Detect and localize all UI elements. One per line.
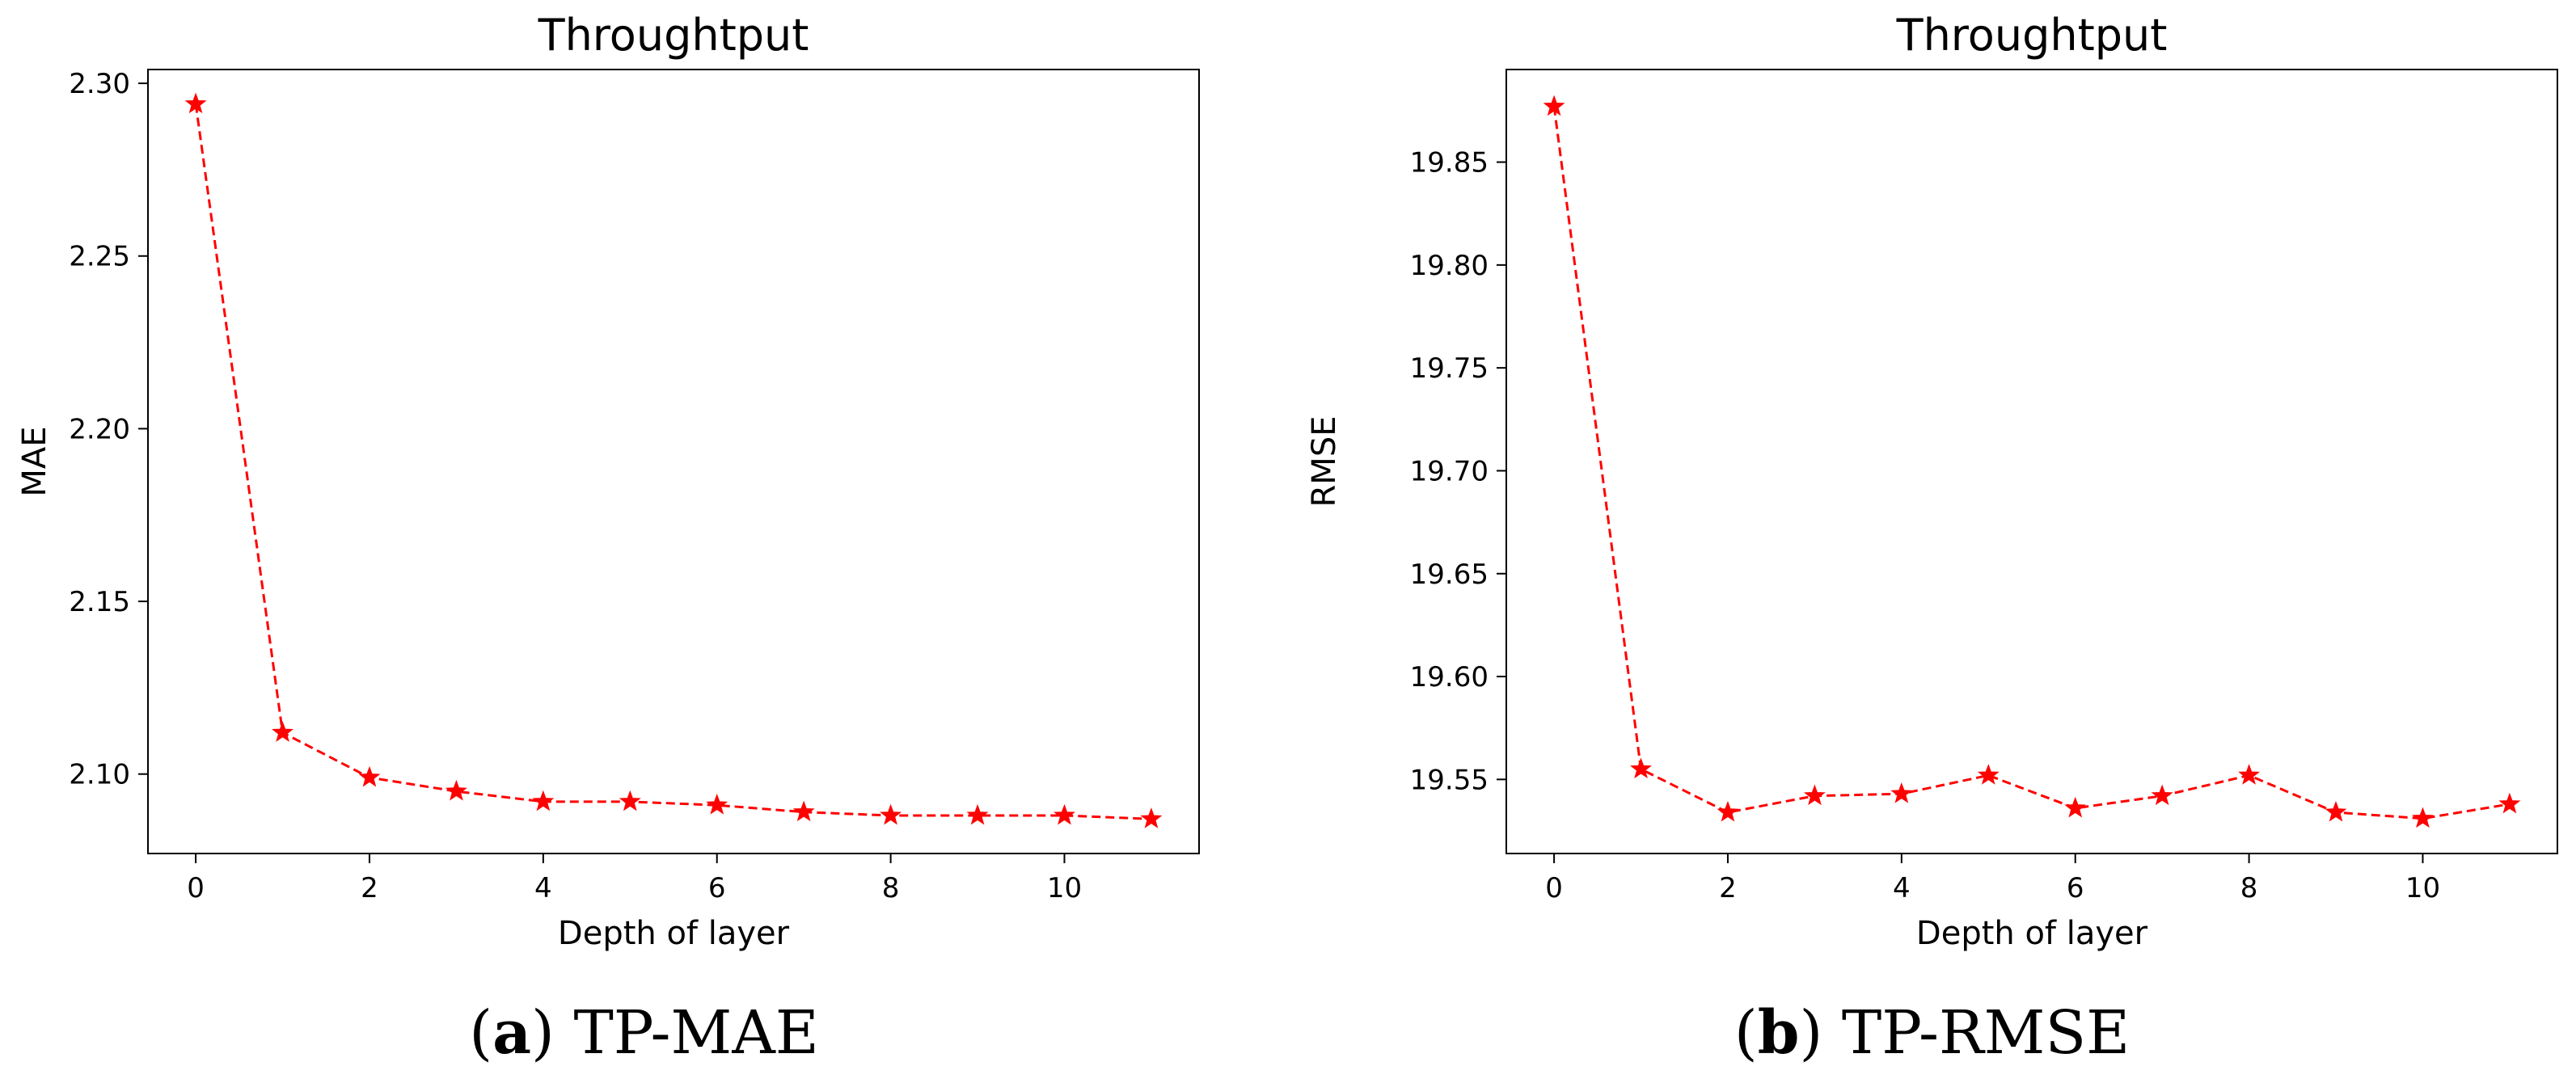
y-tick-label-b: 19.60 [1410, 661, 1489, 693]
data-point-a [1054, 803, 1075, 825]
y-tick-label-b: 19.55 [1410, 764, 1489, 796]
data-point-a [966, 803, 989, 825]
x-tick-label-a: 10 [1047, 872, 1082, 904]
data-point-b [2325, 800, 2347, 822]
x-tick-label-b: 6 [2067, 872, 2084, 904]
data-point-b [1630, 757, 1652, 779]
y-tick-label-a: 2.15 [69, 586, 130, 618]
data-point-a [532, 790, 555, 811]
caption-b: (b) TP-RMSE [1734, 998, 2130, 1068]
chart-svg-a: Throughtput 0 2 4 6 8 10 2.10 2.15 2.20 2.25 2.30 De… [16, 10, 1200, 952]
data-point-a [272, 721, 293, 742]
x-tick-label-b: 10 [2405, 872, 2440, 904]
chart-panel-a: Throughtput 0 2 4 6 8 10 2.10 2.15 2.20 2.25 2.30 De… [16, 10, 1200, 1068]
x-tick-label-b: 8 [2240, 872, 2258, 904]
chart-title-a: Throughtput [538, 10, 809, 61]
y-tick-label-b: 19.65 [1410, 558, 1489, 591]
caption-a: (a) TP-MAE [469, 998, 819, 1068]
caption-a-text: TP-MAE [573, 998, 819, 1068]
series-line-a [194, 103, 1151, 820]
plot-frame-b [1505, 69, 2558, 854]
data-point-a [445, 779, 467, 801]
x-axis-label-b: Depth of layer [1916, 915, 2148, 952]
data-point-a [358, 765, 381, 787]
data-point-b [2498, 792, 2521, 814]
y-tick-label-a: 2.30 [69, 68, 130, 100]
chart-title-b: Throughtput [1896, 10, 2168, 61]
chart-svg-b: Throughtput 0 2 4 6 8 10 19.55 19.60 19.65 19.70 19… [1306, 10, 2558, 952]
data-point-a [619, 790, 641, 811]
caption-b-letter: b [1757, 998, 1800, 1068]
y-axis-label-b: RMSE [1306, 416, 1343, 508]
y-tick-label-a: 2.10 [69, 759, 130, 791]
y-axis-label-a: MAE [16, 426, 53, 496]
y-tick-label-a: 2.25 [69, 241, 130, 273]
y-tick-label-b: 19.80 [1410, 250, 1489, 282]
data-point-b [1543, 95, 1565, 116]
x-tick-label-a: 8 [882, 872, 900, 904]
x-tick-label-a: 4 [534, 872, 552, 904]
x-tick-label-b: 2 [1719, 872, 1737, 904]
y-tick-label-a: 2.20 [69, 413, 130, 445]
data-point-b [2412, 807, 2434, 828]
data-point-a [1140, 807, 1163, 828]
caption-b-text: TP-RMSE [1841, 998, 2130, 1068]
x-axis-label-a: Depth of layer [558, 915, 790, 952]
data-point-b [2151, 784, 2173, 806]
y-tick-label-b: 19.70 [1410, 455, 1489, 487]
x-tick-label-b: 0 [1545, 872, 1563, 904]
data-point-a [792, 800, 815, 822]
data-point-b [1803, 784, 1826, 806]
data-point-a [184, 92, 207, 114]
plot-frame-a [147, 69, 1200, 854]
data-point-a [880, 803, 902, 825]
data-point-b [2064, 796, 2087, 818]
data-point-b [1890, 782, 1913, 803]
series-line-b [1552, 106, 2511, 820]
x-tick-label-a: 0 [187, 872, 205, 904]
data-point-a [706, 794, 728, 815]
caption-a-letter: a [492, 998, 532, 1068]
chart-panel-b: Throughtput 0 2 4 6 8 10 19.55 19.60 19.65 19.70 19… [1288, 0, 2576, 1079]
data-point-b [1717, 800, 1739, 822]
x-tick-label-a: 2 [361, 872, 378, 904]
data-point-b [1977, 764, 2000, 785]
y-tick-label-b: 19.85 [1410, 147, 1489, 179]
x-tick-label-a: 6 [708, 872, 726, 904]
data-point-b [2238, 764, 2261, 785]
x-tick-label-b: 4 [1893, 872, 1911, 904]
y-tick-label-b: 19.75 [1410, 352, 1489, 385]
